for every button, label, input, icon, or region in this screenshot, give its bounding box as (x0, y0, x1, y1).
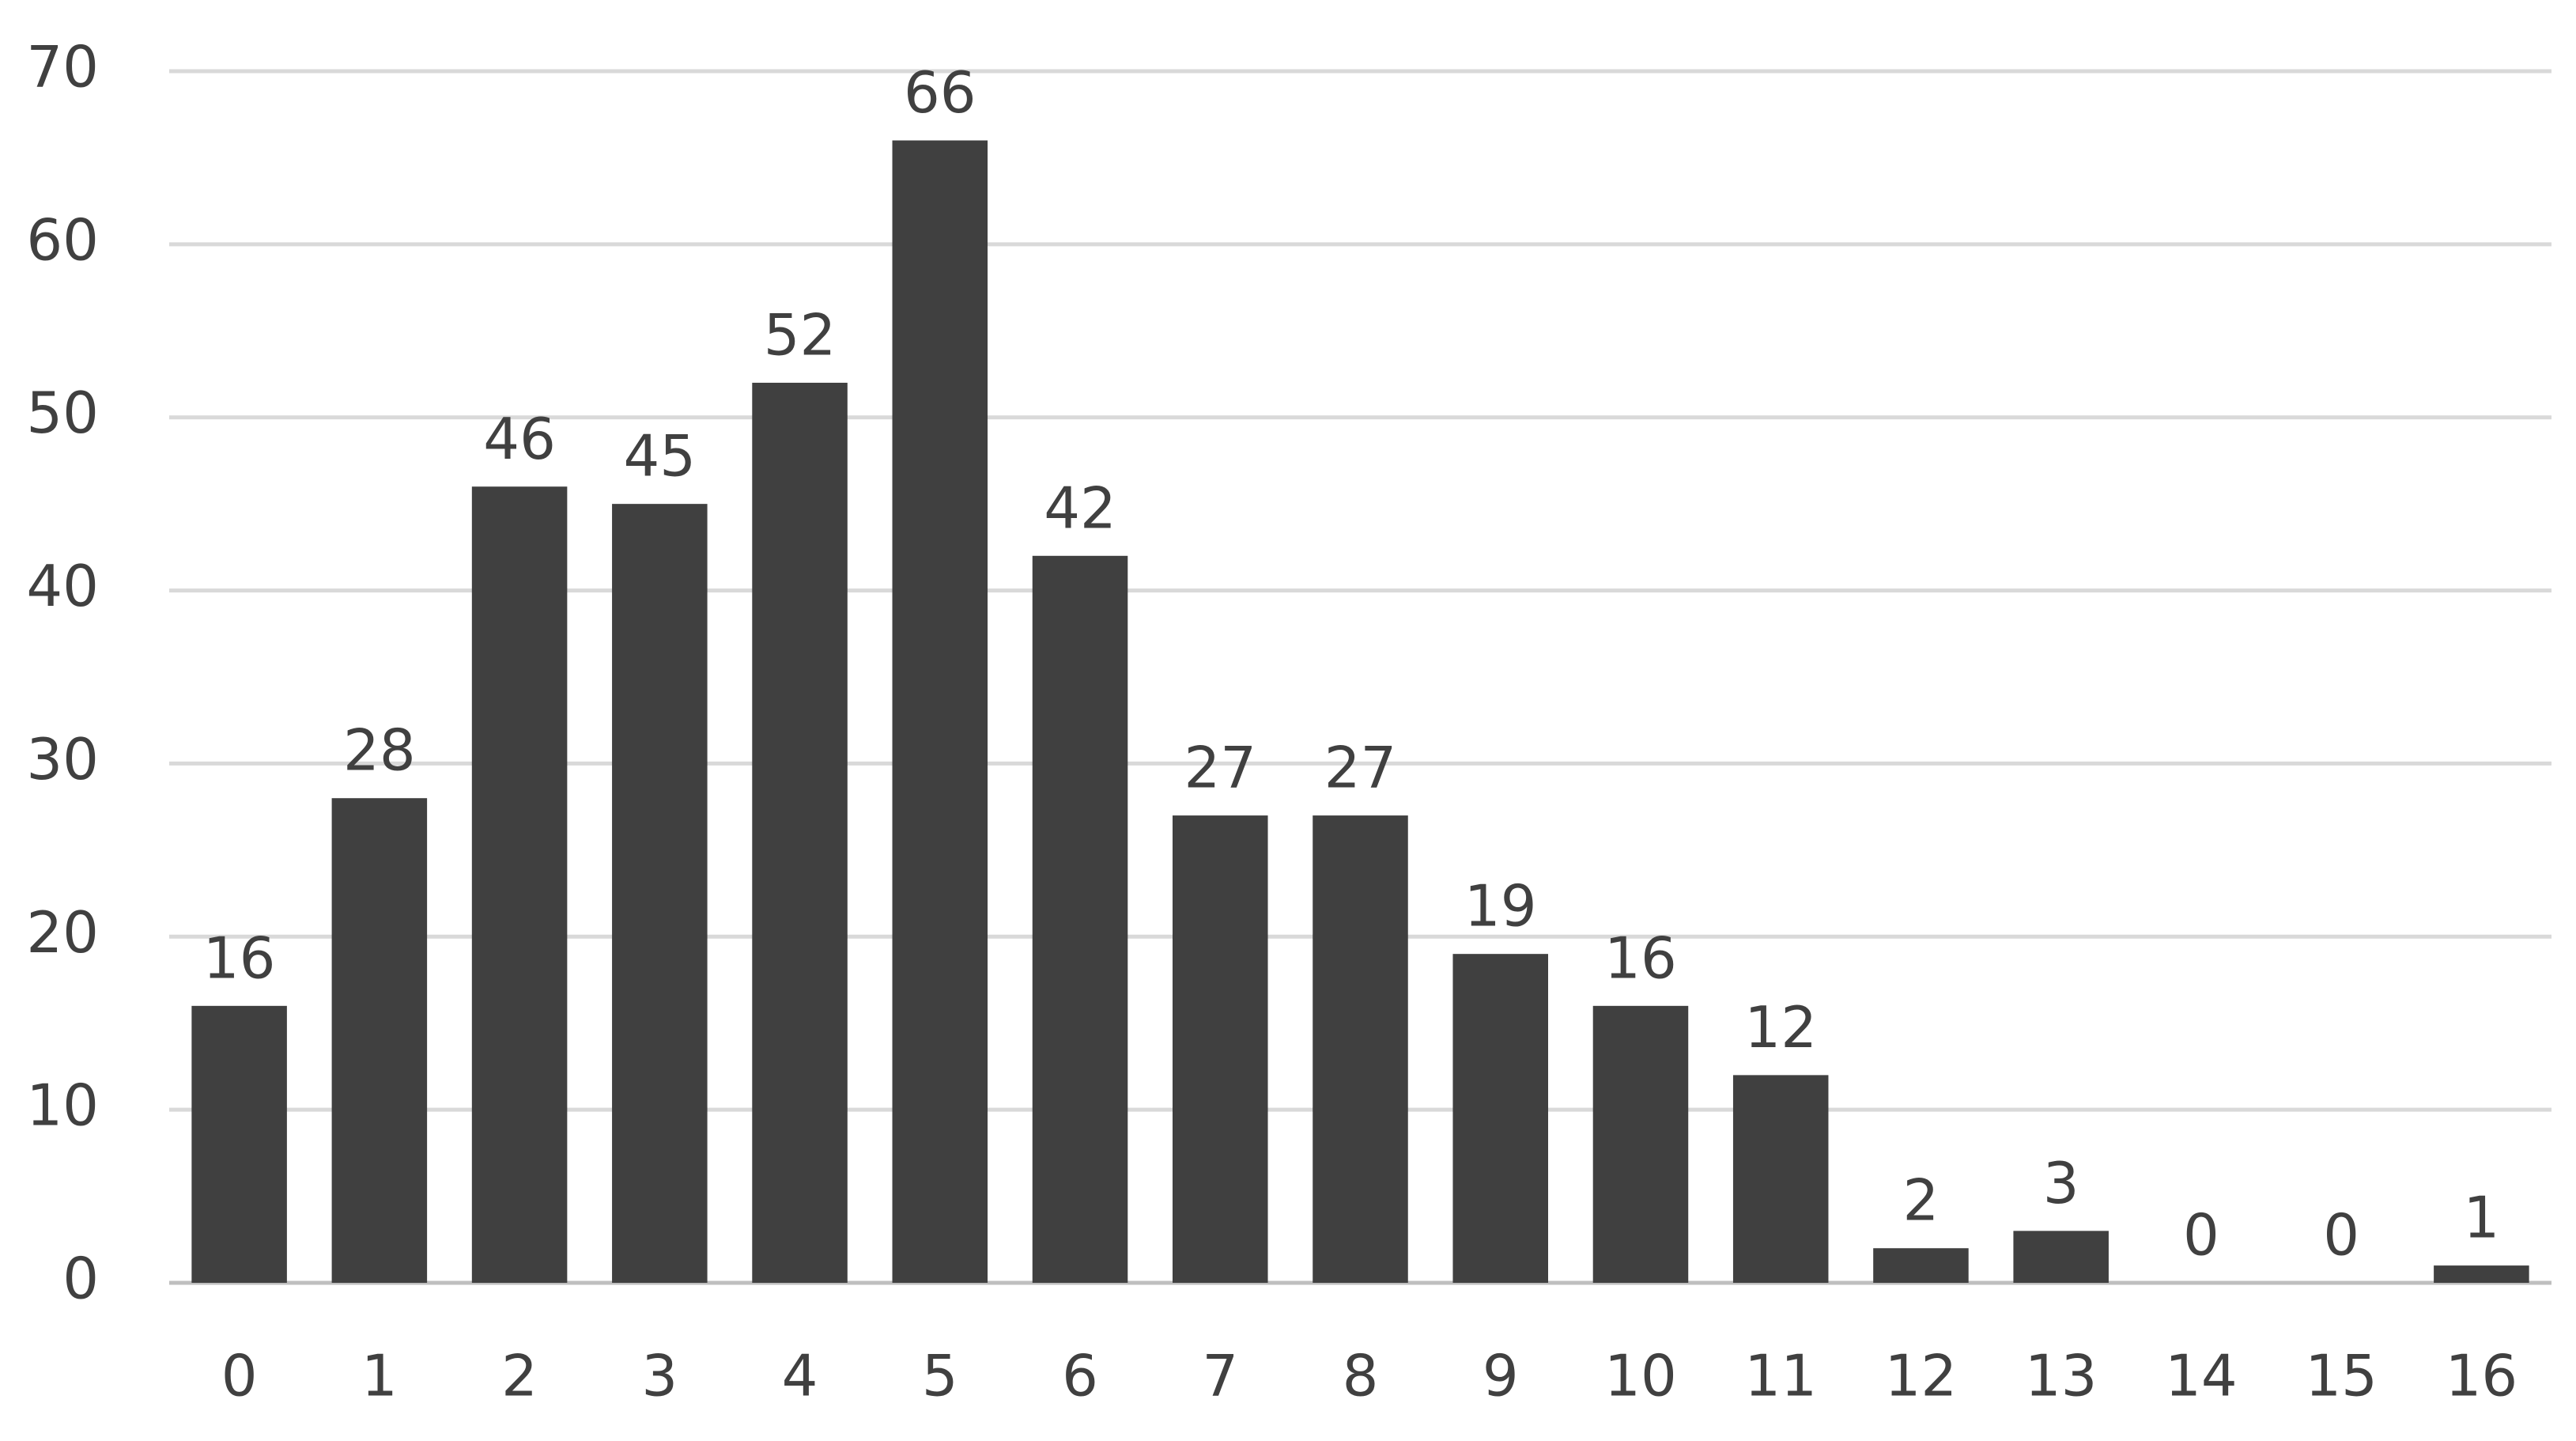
data-label: 42 (1044, 475, 1116, 541)
bar (1873, 1248, 1969, 1283)
bar (892, 140, 988, 1284)
x-tick-label: 4 (782, 1343, 818, 1409)
data-label: 27 (1324, 735, 1397, 801)
x-tick-label: 5 (922, 1343, 958, 1409)
y-tick-label: 30 (26, 726, 99, 792)
x-tick-label: 1 (361, 1343, 398, 1409)
x-tick-label: 11 (1744, 1343, 1817, 1409)
y-tick-label: 60 (26, 206, 99, 273)
bar (331, 798, 428, 1283)
bar (1173, 815, 1268, 1283)
bar (752, 382, 848, 1283)
x-tick-label: 14 (2165, 1343, 2238, 1409)
y-tick-label: 20 (26, 899, 99, 966)
x-tick-label: 15 (2305, 1343, 2378, 1409)
bar (191, 1005, 287, 1283)
data-label: 27 (1184, 735, 1256, 801)
data-label: 28 (343, 717, 416, 784)
data-label: 19 (1464, 873, 1537, 940)
data-label: 1 (2463, 1185, 2499, 1251)
y-tick-label: 40 (26, 553, 99, 619)
bar (2434, 1265, 2529, 1283)
x-tick-label: 13 (2025, 1343, 2098, 1409)
x-tick-label: 2 (501, 1343, 538, 1409)
data-label: 52 (764, 301, 837, 368)
data-label: 0 (2183, 1202, 2219, 1269)
x-tick-label: 16 (2446, 1343, 2518, 1409)
bar (1313, 815, 1408, 1283)
x-tick-label: 0 (221, 1343, 258, 1409)
data-label: 66 (904, 59, 976, 126)
x-tick-label: 9 (1483, 1343, 1519, 1409)
y-tick-label: 50 (26, 380, 99, 446)
x-tick-label: 12 (1885, 1343, 1958, 1409)
data-label: 46 (483, 406, 556, 472)
bar (1032, 555, 1128, 1283)
y-tick-label: 70 (26, 34, 99, 100)
x-tick-label: 10 (1604, 1343, 1677, 1409)
x-tick-label: 7 (1202, 1343, 1238, 1409)
data-label: 16 (203, 925, 276, 991)
y-tick-label: 0 (62, 1246, 99, 1312)
data-label: 2 (1903, 1167, 1940, 1234)
data-label: 12 (1744, 994, 1817, 1061)
bar (1732, 1075, 1829, 1283)
x-tick-label: 8 (1343, 1343, 1379, 1409)
data-label: 0 (2323, 1202, 2359, 1269)
bar (1592, 1005, 1689, 1283)
x-tick-label: 6 (1062, 1343, 1098, 1409)
y-tick-label: 10 (26, 1072, 99, 1139)
bar (1452, 954, 1548, 1283)
bar (471, 486, 568, 1283)
x-tick-label: 3 (641, 1343, 678, 1409)
data-label: 3 (2043, 1150, 2079, 1216)
data-label: 45 (624, 423, 697, 490)
data-label: 16 (1604, 925, 1677, 991)
bar (612, 504, 708, 1283)
bar (2013, 1231, 2109, 1283)
